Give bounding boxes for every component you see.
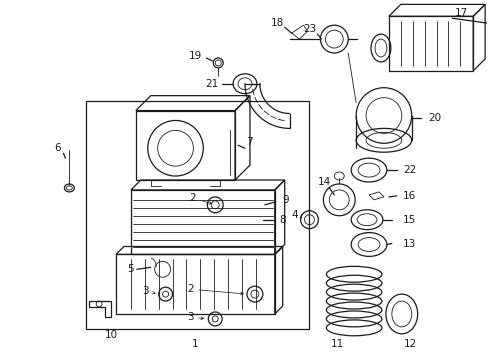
Text: 7: 7	[245, 137, 252, 147]
Text: 16: 16	[402, 191, 415, 201]
Text: 2: 2	[186, 284, 243, 295]
Text: 2: 2	[189, 193, 211, 204]
Text: 19: 19	[189, 51, 202, 61]
Text: 15: 15	[402, 215, 415, 225]
Bar	[388, 16, 472, 71]
Text: 12: 12	[403, 339, 416, 349]
Text: 8: 8	[279, 215, 286, 225]
Text: 22: 22	[402, 165, 415, 175]
Bar	[116, 255, 274, 314]
Text: 4: 4	[290, 210, 297, 220]
Bar	[86, 100, 309, 329]
Bar	[131, 190, 274, 255]
Text: 20: 20	[427, 113, 441, 123]
Text: 1: 1	[192, 339, 198, 349]
Text: 23: 23	[302, 24, 315, 34]
Bar	[136, 111, 235, 180]
Text: 21: 21	[204, 79, 218, 89]
Text: 10: 10	[104, 330, 117, 340]
Text: 3: 3	[142, 286, 155, 296]
Text: 13: 13	[402, 239, 415, 248]
Text: 3: 3	[186, 312, 203, 322]
Text: 18: 18	[270, 18, 284, 28]
Text: 9: 9	[282, 195, 289, 205]
Text: 11: 11	[330, 339, 343, 349]
Text: 5: 5	[127, 264, 134, 274]
Text: 17: 17	[454, 8, 467, 18]
Text: 6: 6	[54, 143, 61, 153]
Text: 14: 14	[317, 177, 330, 187]
